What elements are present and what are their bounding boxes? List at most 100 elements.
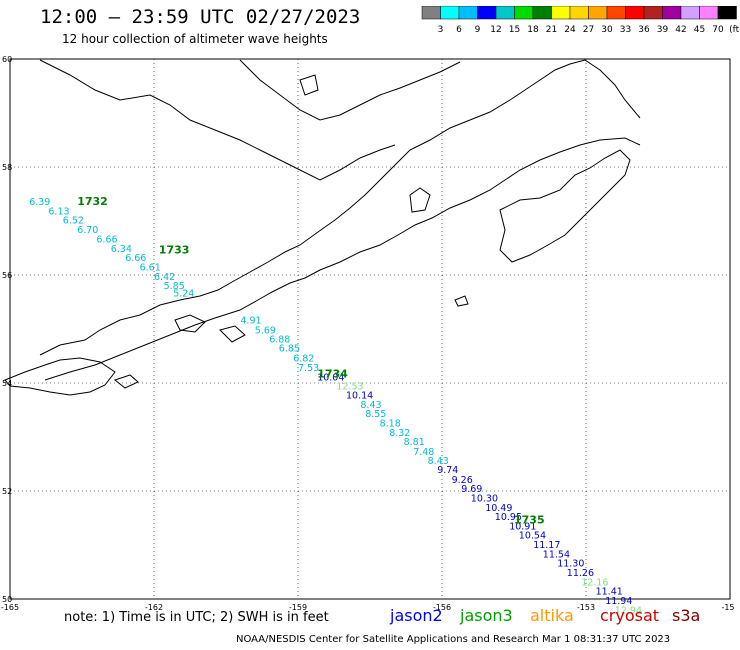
legend-s3a: s3a xyxy=(672,606,701,625)
swh-value: 10.14 xyxy=(346,391,373,402)
lon-label: -15 xyxy=(721,603,734,612)
lon-label: -153 xyxy=(577,603,595,612)
swh-value: 8.43 xyxy=(360,400,381,411)
swh-value: 10.49 xyxy=(485,503,512,514)
lon-label: -165 xyxy=(1,603,19,612)
coastline-unimak xyxy=(4,357,116,396)
coastline-bristol-bay-north xyxy=(39,59,396,181)
coastline-island-3 xyxy=(113,374,139,389)
scale-swatch xyxy=(717,6,737,20)
swh-value: 7.48 xyxy=(413,447,434,458)
swh-value: 5.24 xyxy=(173,289,194,300)
credit-line: NOAA/NESDIS Center for Satellite Applica… xyxy=(236,634,671,645)
scale-tick-label: 21 xyxy=(546,25,557,35)
swh-value: 11.26 xyxy=(567,568,594,579)
scale-tick-label: 12 xyxy=(490,25,501,35)
coastline-kodiak xyxy=(499,149,631,263)
time-label: 1735 xyxy=(514,513,545,526)
swh-value: 11.41 xyxy=(596,587,623,598)
swh-value: 6.66 xyxy=(125,253,146,264)
legend-altika: altika xyxy=(530,606,574,625)
legend-cryosat: cryosat xyxy=(600,606,660,625)
swh-value: 4.91 xyxy=(240,316,261,327)
lon-label: -159 xyxy=(289,603,307,612)
scale-unit: (ft) xyxy=(729,25,740,35)
axis-labels: 60 58 56 54 52 50-165 -162 -159 -156 -153 -15 xyxy=(1,55,735,612)
lat-label: 60 xyxy=(2,55,12,64)
scale-tick-label: 18 xyxy=(527,25,539,35)
scale-tick-label: 36 xyxy=(638,25,650,35)
map-title: 12:00 – 23:59 UTC 02/27/2023 xyxy=(40,6,361,28)
coastline-island-1 xyxy=(409,187,431,213)
swh-value: 6.82 xyxy=(293,353,314,364)
swh-value: 10.54 xyxy=(519,531,546,542)
swh-value: 6.34 xyxy=(111,244,132,255)
swh-value: 8.55 xyxy=(365,409,386,420)
map-subtitle: 12 hour collection of altimeter wave hei… xyxy=(62,32,328,46)
swh-value: 7.53 xyxy=(298,363,319,374)
scale-tick-label: 45 xyxy=(694,25,705,35)
swh-value: 10.91 xyxy=(509,521,536,532)
swh-value: 8.18 xyxy=(380,419,401,430)
swh-value: 10.04 xyxy=(317,372,344,383)
legend-jason3: jason3 xyxy=(460,606,513,625)
swh-value: 6.42 xyxy=(154,272,175,283)
coastline-island-2 xyxy=(454,295,469,307)
footer-note: note: 1) Time is in UTC; 2) SWH is in fe… xyxy=(64,610,329,625)
lon-label: -156 xyxy=(433,603,451,612)
legend-jason2: jason2 xyxy=(390,606,443,625)
altimeter-track: 6.396.136.526.706.666.346.666.616.425.85… xyxy=(29,195,642,617)
swh-value: 6.85 xyxy=(279,344,300,355)
swh-value: 5.69 xyxy=(255,325,276,336)
scale-tick-label: 30 xyxy=(601,25,613,35)
lat-label: 56 xyxy=(2,271,12,280)
swh-value: 9.74 xyxy=(437,465,458,476)
swh-value: 8.32 xyxy=(389,428,410,439)
lat-label: 58 xyxy=(2,163,12,172)
lat-label: 50 xyxy=(2,595,12,604)
time-label: 1733 xyxy=(159,243,190,256)
swh-value: 11.54 xyxy=(543,549,570,560)
coastline-peninsula-south xyxy=(44,137,641,381)
swh-value: 6.70 xyxy=(77,225,98,236)
swh-value: 8.81 xyxy=(404,437,425,448)
swh-value: 6.61 xyxy=(140,263,161,274)
swh-value: 5.85 xyxy=(164,281,185,292)
swh-value: 6.66 xyxy=(96,235,117,246)
swh-value: 8.43 xyxy=(428,456,449,467)
swh-value: 6.39 xyxy=(29,197,50,208)
scale-tick-label: 39 xyxy=(657,25,669,35)
coastline-alaska-peninsula xyxy=(39,59,641,356)
swh-value: 10.95 xyxy=(495,512,522,523)
swh-value: 12.94 xyxy=(615,606,642,617)
swh-value: 6.88 xyxy=(269,335,290,346)
scale-tick-label: 27 xyxy=(583,25,594,35)
swh-value: 11.94 xyxy=(605,596,632,607)
swh-value: 11.17 xyxy=(533,540,560,551)
swh-value: 9.69 xyxy=(461,484,482,495)
lat-lon-grid xyxy=(9,58,731,600)
swh-value: 10.30 xyxy=(471,493,498,504)
scale-tick-label: 6 xyxy=(456,25,462,35)
lat-label: 52 xyxy=(2,487,12,496)
scale-tick-label: 33 xyxy=(620,25,631,35)
lat-label: 54 xyxy=(2,379,12,388)
swh-value: 6.52 xyxy=(63,216,84,227)
time-label: 1732 xyxy=(77,195,108,208)
swh-value: 9.26 xyxy=(452,475,473,486)
scale-tick-label: 3 xyxy=(438,25,444,35)
scale-tick-label: 24 xyxy=(564,25,576,35)
coastline xyxy=(4,59,641,396)
lon-label: -162 xyxy=(145,603,163,612)
scale-tick-label: 42 xyxy=(675,25,686,35)
scale-tick-label: 15 xyxy=(509,25,520,35)
coastline-northeast xyxy=(239,59,461,121)
coastline-island-4 xyxy=(174,314,206,333)
scale-tick-label: 9 xyxy=(475,25,481,35)
coastline-lake xyxy=(299,74,319,96)
coastline-island-5 xyxy=(219,325,246,343)
swh-value: 11.30 xyxy=(557,559,584,570)
time-label: 1734 xyxy=(317,368,348,381)
